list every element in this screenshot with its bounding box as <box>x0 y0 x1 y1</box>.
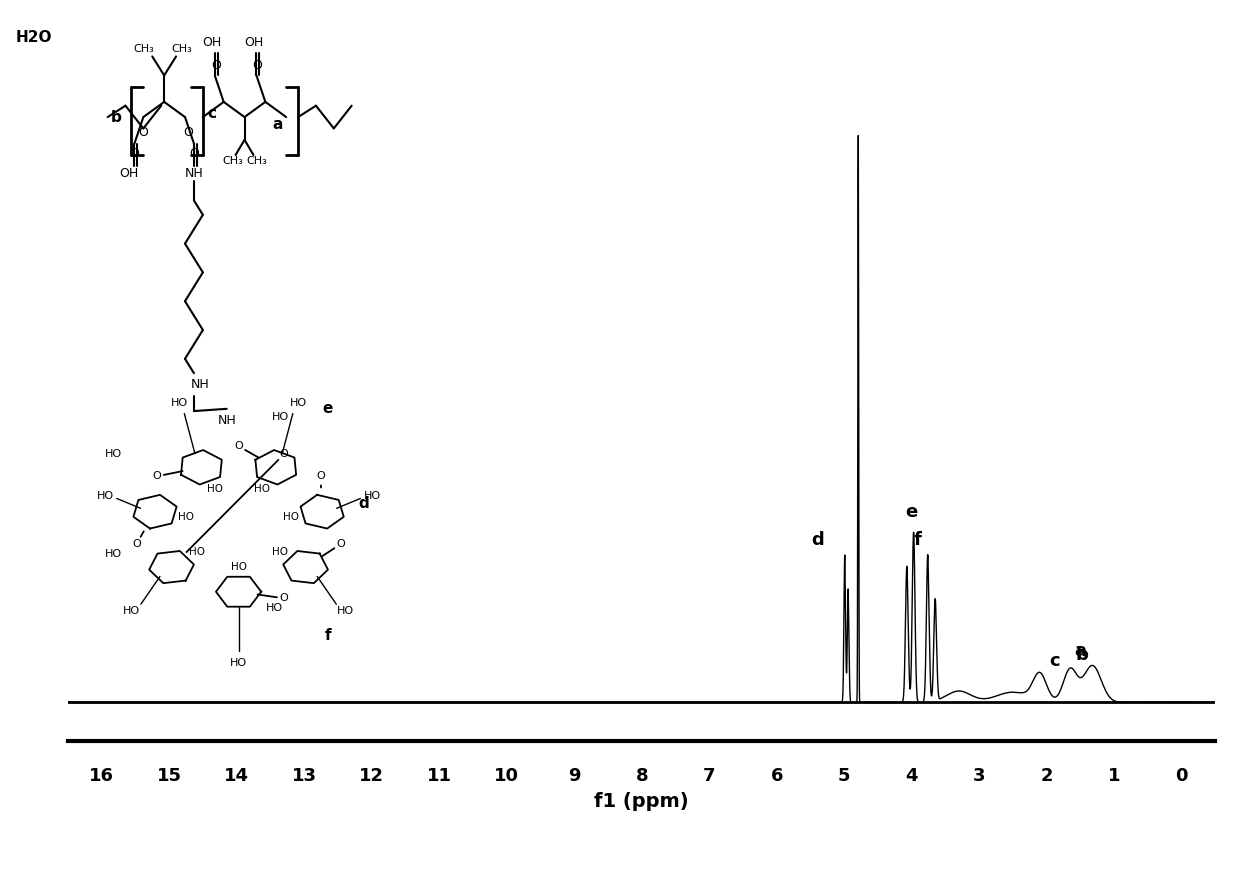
Text: O: O <box>139 125 149 138</box>
Text: H2O: H2O <box>16 30 52 45</box>
Text: O: O <box>280 593 289 604</box>
Text: O: O <box>316 471 325 482</box>
Text: HO: HO <box>337 606 355 617</box>
X-axis label: f1 (ppm): f1 (ppm) <box>594 793 689 811</box>
Text: OH: OH <box>119 167 138 180</box>
Text: O: O <box>234 442 243 451</box>
Text: HO: HO <box>272 412 289 422</box>
Text: HO: HO <box>283 512 299 522</box>
Text: HO: HO <box>171 398 187 408</box>
Text: O: O <box>211 59 221 72</box>
Text: CH₃: CH₃ <box>246 156 267 166</box>
Text: O: O <box>153 471 161 482</box>
Text: f: f <box>914 531 921 550</box>
Text: CH₃: CH₃ <box>222 156 243 166</box>
Text: e: e <box>322 401 334 415</box>
Text: a: a <box>1074 642 1086 660</box>
Text: b: b <box>1076 645 1089 664</box>
Text: CH₃: CH₃ <box>171 44 192 54</box>
Text: e: e <box>905 503 918 521</box>
Text: HO: HO <box>229 658 247 668</box>
Text: O: O <box>133 539 141 549</box>
Text: OH: OH <box>202 37 222 50</box>
Text: f: f <box>325 628 331 643</box>
Text: O: O <box>184 125 193 138</box>
Text: O: O <box>336 539 345 549</box>
Text: HO: HO <box>231 562 247 572</box>
Text: HO: HO <box>105 449 123 458</box>
Text: HO: HO <box>254 484 270 495</box>
Text: c: c <box>207 105 216 121</box>
Text: O: O <box>129 147 139 160</box>
Text: b: b <box>112 110 122 125</box>
Text: HO: HO <box>363 491 381 501</box>
Text: c: c <box>1049 652 1060 670</box>
Text: O: O <box>188 147 198 160</box>
Text: O: O <box>280 449 289 459</box>
Text: HO: HO <box>289 398 306 408</box>
Text: HO: HO <box>123 606 140 617</box>
Text: d: d <box>358 496 370 511</box>
Text: NH: NH <box>217 414 236 427</box>
Text: NH: NH <box>185 167 203 180</box>
Text: HO: HO <box>265 603 283 613</box>
Text: d: d <box>811 531 825 550</box>
Text: a: a <box>272 117 283 132</box>
Text: OH: OH <box>244 37 263 50</box>
Text: HO: HO <box>179 512 195 522</box>
Text: HO: HO <box>273 547 289 557</box>
Text: HO: HO <box>97 491 114 501</box>
Text: O: O <box>253 59 263 72</box>
Text: NH: NH <box>191 378 210 391</box>
Text: HO: HO <box>207 484 223 495</box>
Text: CH₃: CH₃ <box>133 44 154 54</box>
Text: HO: HO <box>105 549 123 558</box>
Text: HO: HO <box>188 547 205 557</box>
